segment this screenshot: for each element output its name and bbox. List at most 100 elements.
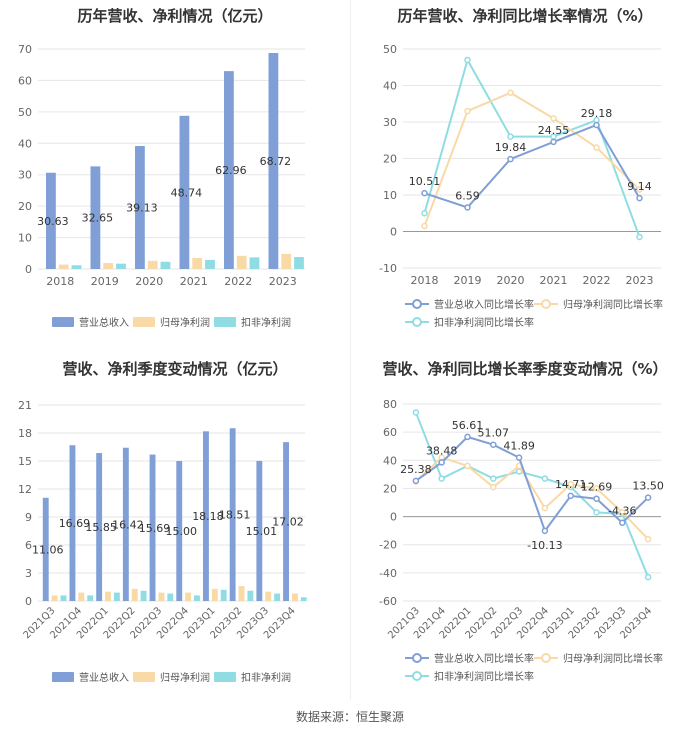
data-label: 32.65: [82, 212, 114, 225]
bar-营业总收入: [122, 447, 129, 601]
data-point: [550, 138, 557, 146]
data-point: [490, 483, 497, 491]
bar-营业总收入: [179, 115, 190, 270]
data-label: 10.51: [409, 175, 441, 188]
bar-营业总收入: [42, 497, 49, 601]
bar-扣非净利润: [113, 592, 120, 601]
chart-title: 营收、净利同比增长率季度变动情况（%）: [382, 360, 668, 378]
data-label: 6.59: [455, 189, 480, 202]
legend-marker: [412, 317, 422, 327]
data-point: [619, 509, 626, 516]
data-point: [644, 573, 652, 581]
legend-label: 扣非净利润: [241, 316, 291, 329]
bar-扣非净利润: [140, 590, 147, 601]
data-point: [507, 89, 514, 97]
data-point: [593, 121, 600, 129]
legend-swatch: [52, 317, 74, 327]
data-point: [550, 115, 557, 122]
data-label: -10.13: [527, 539, 562, 552]
bar-扣非净利润: [87, 595, 94, 601]
data-label: 14.71: [555, 478, 587, 491]
bar-扣非净利润: [205, 259, 215, 269]
data-label: 18.51: [219, 509, 251, 522]
legend-swatch: [133, 317, 155, 327]
y-tick-label: 20: [383, 153, 397, 166]
y-tick-label: 15: [18, 455, 32, 468]
annual-line-chart: -10 0 10 20 30 40 50 2018 2019 2020 2021 2022 2023 10…: [379, 43, 663, 329]
bar-归母净利润: [103, 263, 114, 269]
data-point: [636, 194, 643, 202]
data-point: [421, 210, 428, 217]
legend-swatch: [52, 672, 74, 682]
data-point: [567, 492, 574, 500]
legend-marker: [541, 299, 551, 309]
y-tick-label: 10: [383, 189, 397, 202]
data-label: 68.72: [260, 155, 292, 168]
bar-营业总收入: [149, 454, 156, 601]
data-label: 11.06: [32, 543, 64, 556]
data-label: 29.18: [581, 107, 613, 120]
data-point: [593, 495, 600, 502]
data-label: 19.84: [495, 141, 527, 154]
panel-quarter-line: 营收、净利同比增长率季度变动情况（%） -60 -40 -20 0 20 40 60 80 20…: [350, 345, 700, 700]
data-point: [636, 233, 643, 241]
bar-归母净利润: [265, 591, 272, 601]
chart-title: 营收、净利季度变动情况（亿元）: [62, 360, 288, 378]
legend-label: 扣非净利润: [241, 671, 291, 684]
y-tick-label: -60: [379, 595, 397, 608]
legend-swatch: [214, 672, 236, 682]
y-tick-label: 9: [25, 511, 32, 524]
data-point: [490, 441, 497, 448]
quarter-line-chart: -60-40-200204060802021Q32021Q42022Q12022…: [379, 398, 664, 683]
chart-title: 历年营收、净利同比增长率情况（%）: [397, 7, 653, 25]
legend-label: 归母净利润: [160, 671, 210, 684]
bar-扣非净利润: [294, 257, 304, 269]
legend-marker: [412, 653, 422, 663]
series-line-扣非净利润同比增长率: [423, 57, 641, 238]
y-tick-label: 0: [390, 511, 397, 524]
bar-归母净利润: [131, 588, 138, 601]
panel-quarter-bar: 营收、净利季度变动情况（亿元） 0 3 6 9 12 15 18 21 2021Q3 2021Q4…: [0, 345, 350, 700]
data-point: [636, 186, 643, 193]
bar-归母净利润: [192, 258, 203, 269]
x-tick-label: 2022: [224, 275, 252, 288]
legend-label: 营业总收入: [79, 316, 129, 329]
data-label: -4.36: [608, 505, 636, 518]
data-label: 24.55: [538, 124, 570, 137]
y-tick-label: 50: [383, 43, 397, 56]
data-label: 15.01: [246, 525, 278, 538]
legend-label: 归母净利润: [160, 316, 210, 329]
y-tick-label: 60: [383, 426, 397, 439]
bar-归母净利润: [158, 592, 165, 601]
data-label: 15.85: [85, 521, 117, 534]
bar-归母净利润: [281, 253, 292, 269]
x-tick-label: 2020: [135, 275, 163, 288]
data-point: [464, 56, 471, 64]
series-line-营业总收入同比增长率: [424, 123, 641, 209]
panel-annual-line: 历年营收、净利同比增长率情况（%） -10 0 10 20 30 40 50 2018 2019…: [350, 0, 700, 345]
series-line-归母净利润同比增长率: [415, 456, 649, 540]
y-tick-label: 60: [18, 74, 32, 87]
data-label: 56.61: [452, 419, 484, 432]
series-line-扣非净利润同比增长率: [414, 412, 650, 578]
bar-营业总收入: [283, 442, 289, 601]
legend-label: 归母净利润同比增长率: [563, 652, 663, 665]
data-label: 62.96: [215, 164, 247, 177]
data-label: 41.89: [503, 440, 534, 453]
y-tick-label: 20: [383, 482, 397, 495]
bar-营业总收入: [69, 445, 76, 601]
y-tick-label: 40: [383, 80, 397, 93]
data-point: [490, 475, 497, 482]
data-label: 48.74: [171, 186, 203, 199]
legend-marker: [541, 653, 551, 663]
data-point: [644, 494, 652, 501]
x-tick-label: 2019: [91, 275, 119, 288]
data-source: 数据来源：恒生聚源: [295, 710, 404, 724]
series-line-营业总收入同比增长率: [415, 435, 649, 533]
data-label: 13.50: [632, 480, 664, 493]
data-point: [421, 222, 428, 230]
data-label: 25.38: [400, 463, 432, 476]
data-point: [421, 189, 428, 197]
x-tick-label: 2020: [497, 274, 525, 287]
y-tick-label: 30: [383, 116, 397, 129]
